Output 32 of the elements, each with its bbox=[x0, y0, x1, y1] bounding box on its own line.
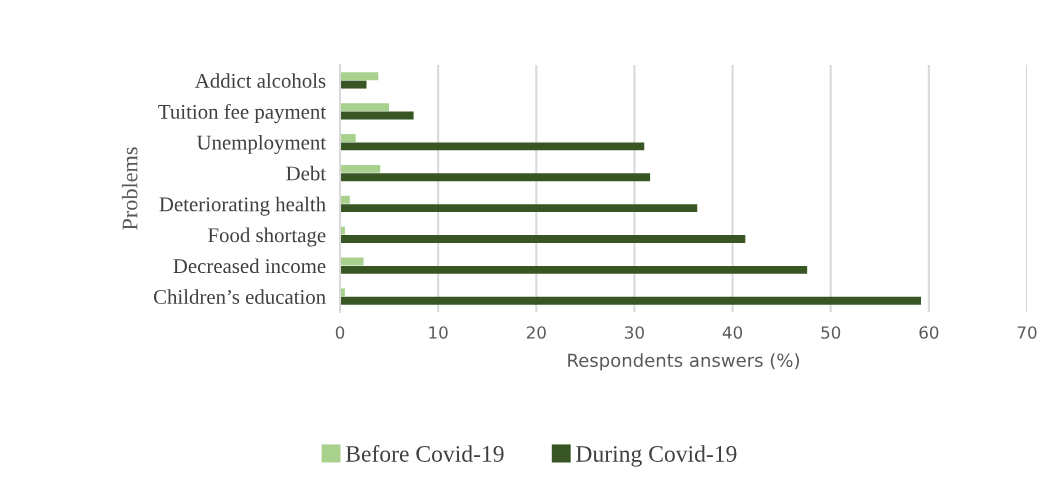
y-tick-label: Deteriorating health bbox=[159, 196, 326, 216]
x-tick-label: 0 bbox=[335, 326, 345, 339]
bar bbox=[340, 72, 379, 81]
x-tick-label: 60 bbox=[919, 326, 939, 339]
y-tick-label: Tuition fee payment bbox=[158, 103, 326, 124]
bar bbox=[340, 296, 922, 305]
y-tick-label: Decreased income bbox=[173, 258, 326, 274]
bar bbox=[340, 173, 651, 182]
x-axis-title: Respondents answers (%) bbox=[568, 353, 799, 371]
bar bbox=[340, 80, 367, 89]
y-tick-label: Unemployment bbox=[196, 134, 326, 154]
y-tick-label: Food shortage bbox=[208, 227, 326, 247]
x-tick-label: 70 bbox=[1017, 326, 1037, 339]
y-tick-label: Debt bbox=[286, 165, 326, 181]
x-tick-label: 20 bbox=[526, 326, 546, 339]
x-tick-label: 50 bbox=[821, 326, 841, 339]
bar bbox=[340, 235, 746, 243]
bar bbox=[340, 142, 645, 151]
bar bbox=[340, 164, 381, 173]
legend-label: Before Covid-19 bbox=[345, 445, 504, 462]
bar bbox=[340, 265, 808, 274]
x-tick-label: 40 bbox=[722, 326, 743, 339]
bar bbox=[340, 204, 698, 213]
bar bbox=[340, 103, 390, 112]
y-tick-label: Addict alcohols bbox=[194, 73, 326, 88]
y-tick-label: Children’s education bbox=[153, 289, 326, 304]
legend-label: During Covid-19 bbox=[576, 445, 737, 467]
x-tick-label: 10 bbox=[429, 326, 448, 339]
bar bbox=[340, 134, 356, 142]
bar bbox=[340, 195, 350, 204]
x-tick-label: 30 bbox=[625, 326, 644, 339]
y-axis-title: Problems bbox=[121, 147, 138, 230]
